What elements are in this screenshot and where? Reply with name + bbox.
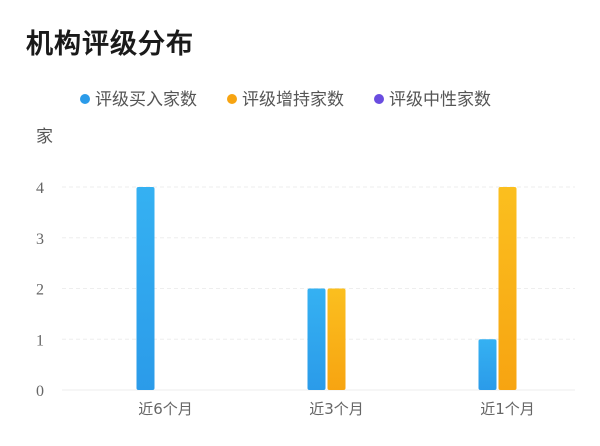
legend-swatch (80, 94, 90, 104)
bar[interactable] (498, 187, 517, 390)
legend-label: 评级增持家数 (242, 90, 344, 110)
bar[interactable] (478, 339, 497, 390)
legend-label: 评级中性家数 (389, 90, 491, 110)
legend-item[interactable]: 评级增持家数 (227, 90, 344, 110)
legend: 评级买入家数 评级增持家数 评级中性家数 (80, 90, 491, 110)
x-tick-label: 近1个月 (480, 400, 535, 418)
x-tick-labels: 近6个月 近3个月 近1个月 (138, 400, 535, 418)
y-tick-label: 2 (36, 282, 44, 299)
y-tick-label: 0 (36, 383, 44, 400)
y-tick-label: 4 (36, 180, 44, 197)
y-tick-label: 1 (36, 332, 44, 349)
bar[interactable] (136, 187, 155, 390)
legend-swatch (227, 94, 237, 104)
bar[interactable] (307, 288, 326, 391)
legend-item[interactable]: 评级买入家数 (80, 90, 197, 110)
legend-swatch (374, 94, 384, 104)
bar[interactable] (327, 288, 346, 391)
x-tick-label: 近6个月 (138, 400, 193, 418)
bars (136, 187, 517, 391)
legend-item[interactable]: 评级中性家数 (374, 90, 491, 110)
chart-title: 机构评级分布 (26, 29, 194, 60)
y-axis-unit: 家 (36, 127, 53, 147)
y-tick-label: 3 (36, 231, 44, 248)
y-tick-labels: 0 1 2 3 4 (36, 180, 44, 400)
legend-label: 评级买入家数 (95, 90, 197, 110)
x-tick-label: 近3个月 (309, 400, 364, 418)
